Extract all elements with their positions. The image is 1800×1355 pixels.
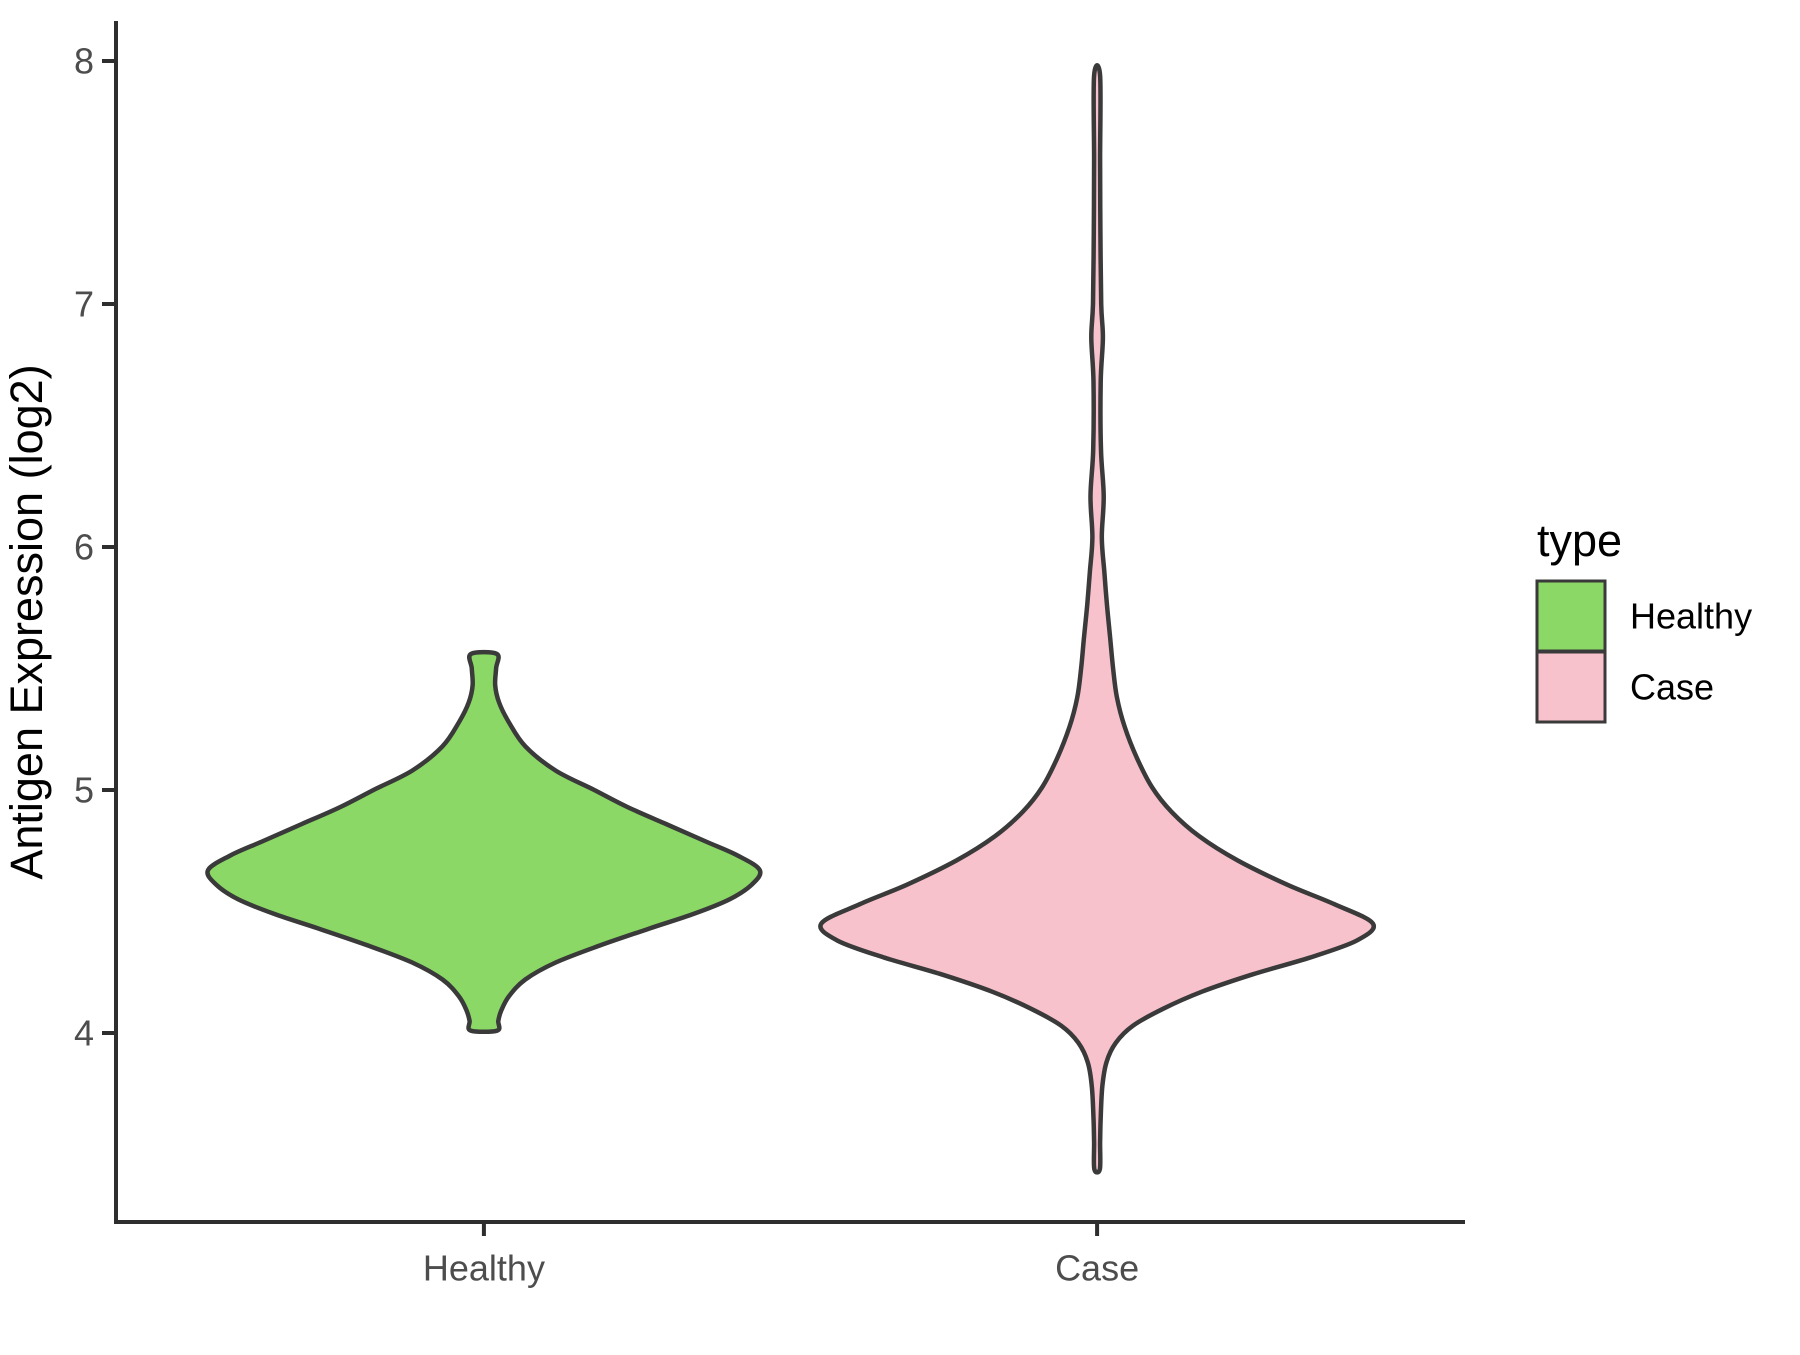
y-tick-label: 4 <box>74 1013 94 1054</box>
legend-swatch-case <box>1535 650 1607 724</box>
legend-title: type <box>1537 515 1622 566</box>
violin-case <box>818 63 1377 1175</box>
violin-healthy <box>205 649 763 1035</box>
axes: 4 5 6 7 8 Healthy Case <box>74 21 1465 1289</box>
y-axis-title: Antigen Expression (log2) <box>1 364 52 879</box>
y-tick-label: 6 <box>74 527 94 568</box>
y-tick-label: 7 <box>74 284 94 325</box>
legend-swatch-healthy <box>1535 579 1607 653</box>
y-tick-label: 8 <box>74 41 94 82</box>
x-tick-label: Case <box>1055 1248 1139 1289</box>
x-tick-label: Healthy <box>423 1248 545 1289</box>
y-tick-label: 5 <box>74 770 94 811</box>
x-axis-ticks: Healthy Case <box>423 1224 1139 1289</box>
violins <box>205 63 1377 1175</box>
legend-label-case: Case <box>1630 667 1714 708</box>
y-axis-ticks: 4 5 6 7 8 <box>74 41 114 1054</box>
legend: type Healthy Case <box>1535 515 1752 724</box>
legend-label-healthy: Healthy <box>1630 596 1752 637</box>
